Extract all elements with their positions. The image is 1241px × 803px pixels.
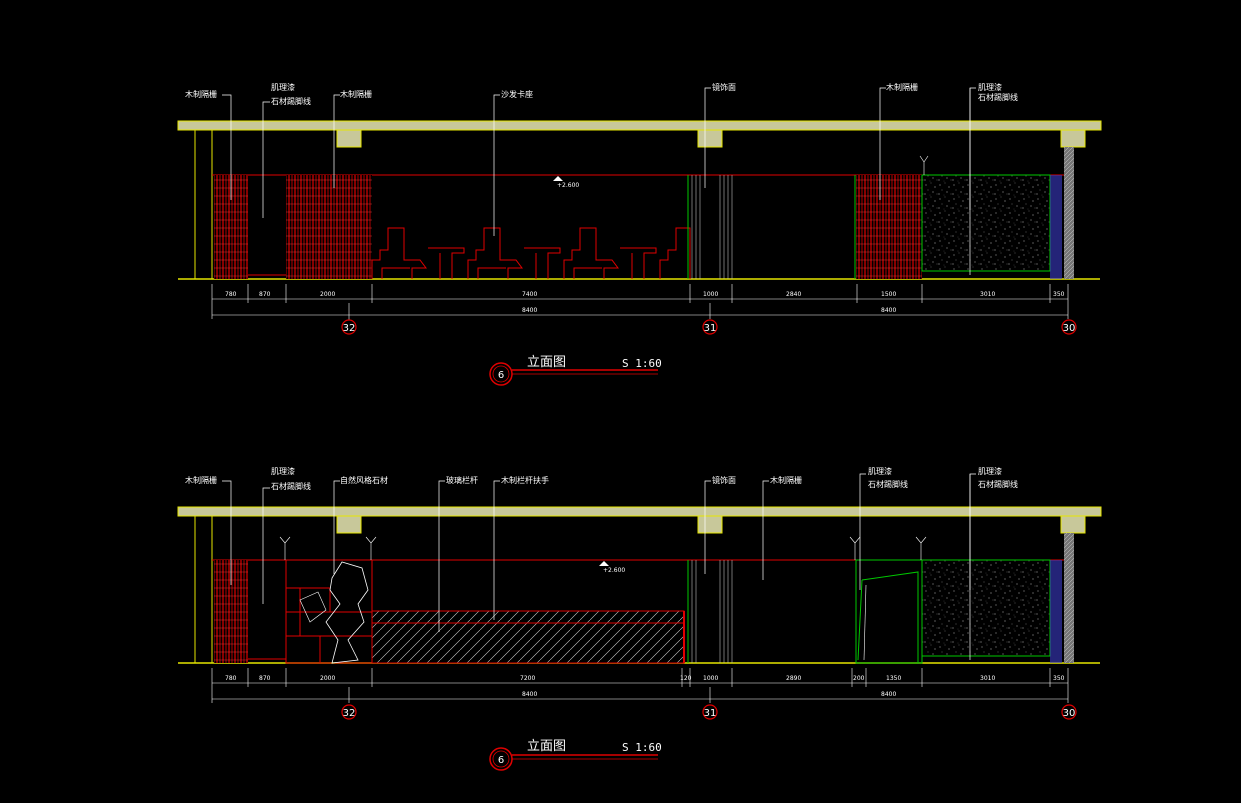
ceiling-slab — [177, 120, 1102, 148]
dim-label: 2000 — [320, 291, 335, 298]
label-texture-paint: 肌理漆 — [978, 466, 1002, 476]
mirror-surface — [687, 560, 733, 663]
mirror-surface — [687, 175, 733, 279]
ceiling-slab — [177, 506, 1102, 534]
drawing-scale: S 1:60 — [622, 357, 662, 370]
dim-label: 2000 — [320, 675, 335, 682]
door-opening — [855, 559, 923, 664]
elevation-top: +2.600 木制隔栅 肌理漆 石材踢脚线 木制隔栅 沙发卡座 镜饰面 木制隔栅… — [177, 82, 1102, 386]
right-wall-column — [1064, 147, 1074, 279]
textured-paint-panel — [921, 559, 1051, 657]
axis-bubble: 32 — [341, 319, 357, 335]
dim-label: 8400 — [881, 691, 896, 698]
label-glass-railing: 玻璃栏杆 — [446, 475, 478, 485]
dim-label: 350 — [1053, 675, 1065, 682]
label-stone-skirting: 石材踢脚线 — [978, 92, 1018, 102]
glass-railing — [371, 610, 685, 664]
label-wood-handrail: 木制栏杆扶手 — [501, 475, 549, 485]
label-stone-skirting: 石材踢脚线 — [271, 96, 311, 106]
label-wood-screen: 木制隔栅 — [185, 89, 217, 99]
axis-label: 31 — [704, 323, 717, 334]
dim-label: 8400 — [881, 307, 896, 314]
dim-label: 780 — [225, 291, 237, 298]
label-wood-screen: 木制隔栅 — [886, 82, 918, 92]
dim-label: 3010 — [980, 291, 995, 298]
drawing-number: 6 — [498, 370, 504, 381]
dim-label: 120 — [680, 675, 692, 682]
dim-label: 1350 — [886, 675, 901, 682]
axis-label: 32 — [343, 323, 356, 334]
label-mirror-surface: 镜饰面 — [712, 82, 736, 92]
dimension-lines — [211, 284, 1069, 320]
axis-bubble: 31 — [702, 704, 718, 720]
wood-screen-panel — [286, 175, 372, 279]
drawing-title: 立面图 — [527, 355, 566, 370]
dim-label: 350 — [1053, 291, 1065, 298]
label-texture-paint: 肌理漆 — [271, 466, 295, 476]
axis-bubble: 31 — [702, 319, 718, 335]
drawing-title-block: 6 立面图 S 1:60 — [489, 355, 662, 386]
dim-label: 2840 — [786, 291, 801, 298]
dim-label: 1000 — [703, 291, 718, 298]
label-wood-screen: 木制隔栅 — [770, 475, 802, 485]
dim-label: 3010 — [980, 675, 995, 682]
textured-paint-panel — [921, 174, 1051, 272]
drawing-scale: S 1:60 — [622, 741, 662, 754]
dim-label: 8400 — [522, 307, 537, 314]
axis-label: 32 — [343, 708, 356, 719]
dimension-lines — [211, 668, 1069, 703]
sofa-booth-group — [371, 227, 691, 279]
elevation-bottom: +2.600 木制隔栅 肌理漆 石材踢脚线 自然风格石材 玻璃栏杆 木制栏杆扶手… — [177, 466, 1102, 771]
drawing-title-block: 6 立面图 S 1:60 — [489, 739, 662, 771]
axis-bubble: 30 — [1061, 704, 1077, 720]
dim-label: 870 — [259, 675, 271, 682]
dim-label: 8400 — [522, 691, 537, 698]
label-natural-stone: 自然风格石材 — [340, 475, 388, 485]
elevation-mark: +2.600 — [603, 567, 625, 574]
leader-lines — [222, 473, 976, 660]
elevation-mark: +2.600 — [557, 182, 579, 189]
label-sofa-booth: 沙发卡座 — [501, 89, 533, 99]
dim-label: 7200 — [520, 675, 535, 682]
axis-label: 31 — [704, 708, 717, 719]
axis-bubble: 30 — [1061, 319, 1077, 335]
wood-screen-panel — [856, 175, 922, 279]
label-wood-screen: 木制隔栅 — [185, 475, 217, 485]
dim-label: 870 — [259, 291, 271, 298]
axis-label: 30 — [1063, 323, 1076, 334]
label-stone-skirting: 石材踢脚线 — [271, 481, 311, 491]
dim-label: 7400 — [522, 291, 537, 298]
axis-label: 30 — [1063, 708, 1076, 719]
dim-label: 1000 — [703, 675, 718, 682]
right-wall-column — [1064, 533, 1074, 663]
label-stone-skirting: 石材踢脚线 — [868, 479, 908, 489]
label-texture-paint: 肌理漆 — [271, 82, 295, 92]
dim-label: 1500 — [881, 291, 896, 298]
drawing-number: 6 — [498, 755, 504, 766]
label-texture-paint: 肌理漆 — [868, 466, 892, 476]
drawing-title: 立面图 — [527, 739, 566, 754]
label-wood-screen: 木制隔栅 — [340, 89, 372, 99]
label-texture-paint: 肌理漆 — [978, 82, 1002, 92]
label-stone-skirting: 石材踢脚线 — [978, 479, 1018, 489]
dim-label: 200 — [853, 675, 865, 682]
leader-lines — [222, 87, 976, 275]
axis-bubble: 32 — [341, 704, 357, 720]
natural-stone-wall — [285, 559, 373, 664]
label-mirror-surface: 镜饰面 — [712, 475, 736, 485]
dim-label: 2890 — [786, 675, 801, 682]
dim-label: 780 — [225, 675, 237, 682]
